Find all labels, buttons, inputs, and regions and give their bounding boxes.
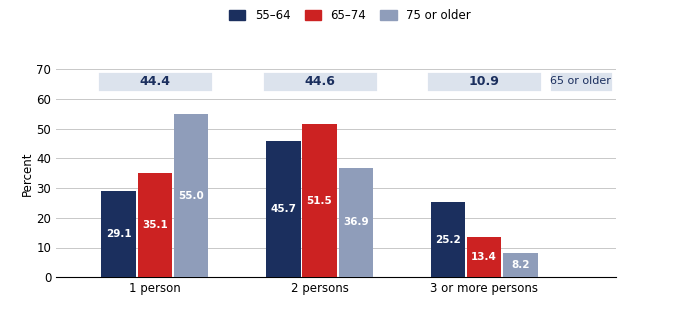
- Text: 10.9: 10.9: [469, 75, 500, 88]
- Bar: [467, 238, 501, 277]
- Bar: [430, 202, 466, 277]
- Text: 65 or older: 65 or older: [550, 76, 611, 86]
- FancyBboxPatch shape: [262, 71, 377, 92]
- Bar: [302, 124, 337, 277]
- Text: 8.2: 8.2: [511, 260, 530, 270]
- FancyBboxPatch shape: [549, 71, 612, 92]
- Text: 25.2: 25.2: [435, 235, 461, 245]
- Text: 44.4: 44.4: [139, 75, 170, 88]
- Text: 51.5: 51.5: [307, 196, 332, 206]
- Text: 36.9: 36.9: [343, 217, 369, 227]
- Bar: [138, 173, 172, 277]
- FancyBboxPatch shape: [97, 71, 213, 92]
- Text: 55.0: 55.0: [178, 191, 204, 201]
- Text: 35.1: 35.1: [142, 220, 168, 230]
- Text: 29.1: 29.1: [106, 229, 132, 239]
- Text: 45.7: 45.7: [270, 204, 296, 214]
- Bar: [266, 141, 300, 277]
- Bar: [503, 253, 538, 277]
- Legend: 55–64, 65–74, 75 or older: 55–64, 65–74, 75 or older: [229, 9, 471, 22]
- Bar: [174, 114, 209, 277]
- Text: 13.4: 13.4: [471, 252, 497, 262]
- Text: 44.6: 44.6: [304, 75, 335, 88]
- FancyBboxPatch shape: [426, 71, 542, 92]
- Y-axis label: Percent: Percent: [20, 151, 34, 196]
- Bar: [102, 191, 136, 277]
- Bar: [339, 168, 373, 277]
